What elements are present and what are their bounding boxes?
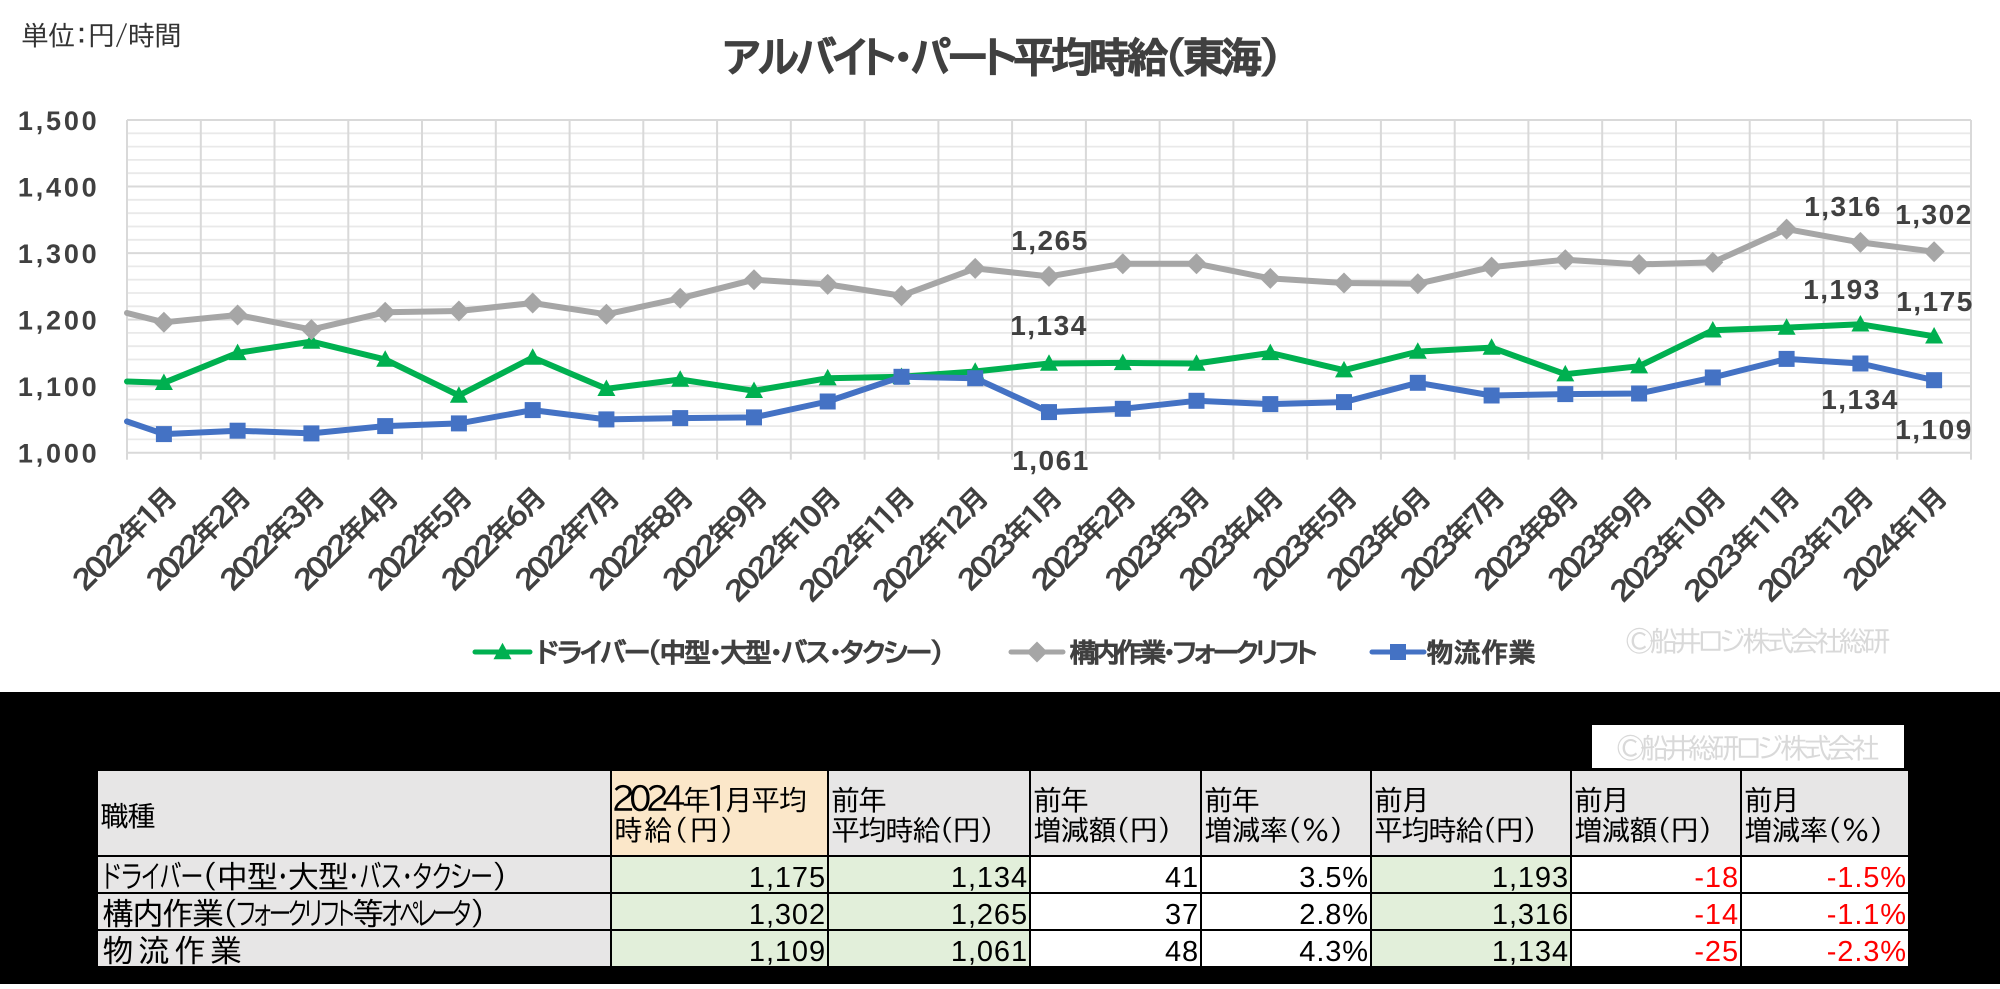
svg-text:41: 41 [1165, 862, 1199, 894]
svg-text:-25: -25 [1694, 936, 1739, 968]
svg-text:1,061: 1,061 [1012, 445, 1090, 476]
svg-text:1,193: 1,193 [1803, 274, 1881, 305]
svg-text:1,109: 1,109 [1895, 414, 1973, 445]
svg-text:1,109: 1,109 [749, 936, 826, 968]
svg-text:1,175: 1,175 [1896, 286, 1974, 317]
svg-text:1,134: 1,134 [951, 862, 1028, 894]
svg-text:1,400: 1,400 [18, 172, 100, 202]
svg-text:1,134: 1,134 [1010, 310, 1088, 341]
svg-text:1,100: 1,100 [18, 372, 100, 402]
svg-text:1,265: 1,265 [951, 899, 1028, 931]
svg-text:-1.5%: -1.5% [1827, 862, 1907, 894]
svg-text:1,134: 1,134 [1821, 384, 1899, 415]
svg-text:4.3%: 4.3% [1299, 936, 1369, 968]
svg-text:-14: -14 [1694, 899, 1739, 931]
svg-text:1,193: 1,193 [1492, 862, 1569, 894]
svg-text:1,302: 1,302 [1895, 199, 1973, 230]
svg-text:1,134: 1,134 [1492, 936, 1569, 968]
svg-text:1,175: 1,175 [749, 862, 826, 894]
svg-text:1,500: 1,500 [18, 106, 100, 136]
svg-text:1,265: 1,265 [1011, 225, 1089, 256]
svg-text:1,302: 1,302 [749, 899, 826, 931]
svg-text:-18: -18 [1694, 862, 1739, 894]
svg-text:48: 48 [1165, 936, 1199, 968]
svg-text:3.5%: 3.5% [1299, 862, 1369, 894]
svg-text:-2.3%: -2.3% [1827, 936, 1907, 968]
svg-text:2.8%: 2.8% [1299, 899, 1369, 931]
svg-text:1,200: 1,200 [18, 306, 100, 336]
svg-text:1,300: 1,300 [18, 239, 100, 269]
svg-text:1,000: 1,000 [18, 439, 100, 469]
svg-text:-1.1%: -1.1% [1827, 899, 1907, 931]
svg-text:1,061: 1,061 [951, 936, 1028, 968]
svg-text:37: 37 [1165, 899, 1199, 931]
svg-text:1,316: 1,316 [1492, 899, 1569, 931]
svg-text:1,316: 1,316 [1804, 191, 1882, 222]
